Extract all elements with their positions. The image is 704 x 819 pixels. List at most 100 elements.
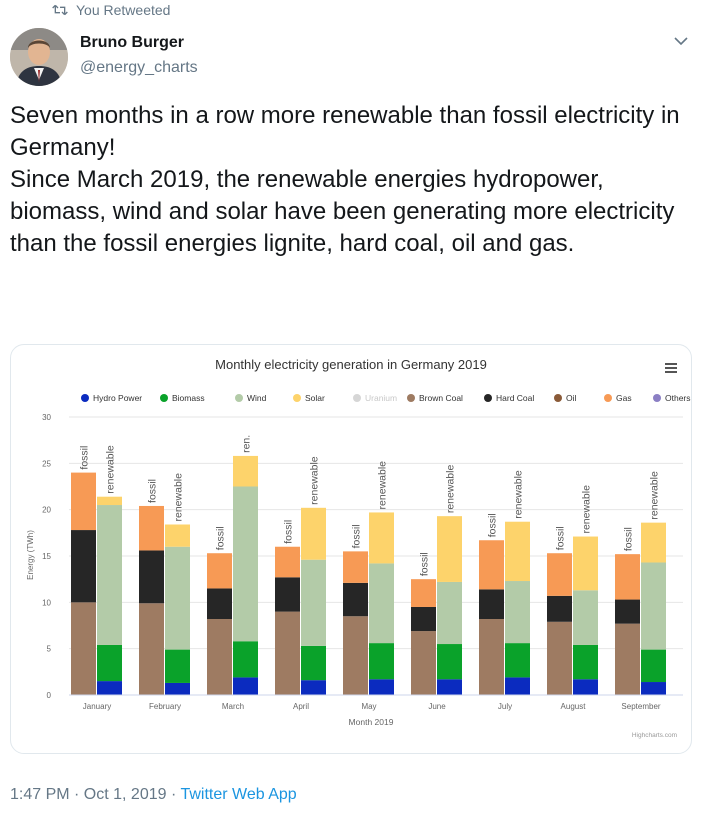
y-tick-label: 15	[42, 552, 51, 561]
bar-label-fossil-may: fossil	[351, 524, 363, 548]
bar-fossil-hardcoal-july	[479, 589, 504, 620]
legend-item-oil[interactable]: Oil	[554, 393, 577, 403]
bar-fossil-brown-august	[547, 621, 572, 695]
bar-fossil-gas-august	[547, 553, 572, 596]
bar-renewable-hydro-january	[97, 681, 122, 695]
y-tick-label: 0	[47, 691, 52, 700]
bar-renewable-wind-march	[233, 486, 258, 642]
bar-label-fossil-august: fossil	[555, 526, 567, 550]
tweet-line-2: Since March 2019, the renewable energies…	[10, 166, 675, 257]
retweet-icon	[52, 4, 68, 16]
tweet-timestamp[interactable]: 1:47 PM · Oct 1, 2019 ·	[10, 786, 181, 803]
bar-label-renewable-march: ren.	[241, 435, 253, 453]
menu-icon-line	[665, 367, 677, 369]
bar-fossil-brown-july	[479, 619, 504, 695]
bar-renewable-hydro-august	[573, 679, 598, 695]
bar-renewable-solar-august	[573, 536, 598, 591]
bar-renewable-solar-september	[641, 522, 666, 563]
bar-label-fossil-march: fossil	[215, 526, 227, 550]
legend-item-uranium[interactable]: Uranium	[353, 393, 397, 403]
bar-renewable-wind-february	[165, 546, 190, 650]
chevron-down-icon[interactable]	[672, 32, 690, 50]
bar-renewable-wind-august	[573, 590, 598, 645]
author-handle[interactable]: @energy_charts	[80, 59, 198, 76]
menu-icon-line	[665, 363, 677, 365]
legend-marker	[653, 394, 661, 402]
bar-renewable-hydro-june	[437, 679, 462, 695]
tweet-text: Seven months in a row more renewable tha…	[10, 100, 694, 260]
bar-label-fossil-july: fossil	[487, 513, 499, 537]
bar-renewable-biomass-january	[97, 644, 122, 682]
bar-renewable-solar-january	[97, 496, 122, 506]
x-tick-label: February	[149, 702, 181, 711]
bar-fossil-brown-april	[275, 611, 300, 695]
tweet-footer: 1:47 PM · Oct 1, 2019 · Twitter Web App	[10, 786, 297, 804]
bar-renewable-biomass-march	[233, 641, 258, 678]
bar-fossil-hardcoal-february	[139, 550, 164, 604]
bar-renewable-wind-july	[505, 581, 530, 644]
bar-renewable-hydro-march	[233, 677, 258, 695]
bar-renewable-solar-february	[165, 524, 190, 547]
bar-fossil-gas-june	[411, 579, 436, 607]
chart-card[interactable]: Monthly electricity generation in German…	[10, 344, 692, 754]
bar-renewable-solar-march	[233, 455, 258, 487]
legend-item-brown[interactable]: Brown Coal	[407, 393, 463, 403]
bar-label-fossil-february: fossil	[147, 479, 159, 503]
bar-label-fossil-april: fossil	[283, 520, 295, 544]
legend-item-solar[interactable]: Solar	[293, 393, 325, 403]
bar-fossil-hardcoal-january	[71, 530, 96, 603]
bar-fossil-brown-february	[139, 603, 164, 695]
bar-renewable-wind-may	[369, 563, 394, 644]
legend-marker	[353, 394, 361, 402]
legend-item-biomass[interactable]: Biomass	[160, 393, 205, 403]
chart-credit: Highcharts.com	[632, 732, 677, 739]
bar-renewable-biomass-august	[573, 644, 598, 680]
legend-item-hardcoal[interactable]: Hard Coal	[484, 393, 534, 403]
legend-item-gas[interactable]: Gas	[604, 393, 632, 403]
energy-chart: Monthly electricity generation in German…	[26, 357, 691, 739]
y-tick-label: 30	[42, 413, 51, 422]
bar-fossil-gas-april	[275, 546, 300, 578]
bar-renewable-hydro-february	[165, 682, 190, 695]
legend-item-others[interactable]: Others	[653, 393, 691, 403]
bar-renewable-wind-june	[437, 581, 462, 645]
bar-renewable-hydro-september	[641, 682, 666, 695]
bar-renewable-biomass-september	[641, 649, 666, 683]
bar-label-renewable-september: renewable	[649, 471, 661, 520]
author-name[interactable]: Bruno Burger	[80, 34, 184, 51]
bar-fossil-gas-july	[479, 540, 504, 590]
legend-label: Uranium	[365, 393, 397, 403]
bar-fossil-hardcoal-april	[275, 577, 300, 612]
x-tick-label: July	[498, 702, 512, 711]
legend-label: Gas	[616, 393, 632, 403]
bar-renewable-biomass-april	[301, 645, 326, 681]
bar-renewable-biomass-february	[165, 649, 190, 683]
bar-renewable-biomass-may	[369, 643, 394, 680]
bar-fossil-gas-september	[615, 554, 640, 600]
bar-label-renewable-april: renewable	[309, 456, 321, 505]
bar-fossil-hardcoal-september	[615, 599, 640, 624]
retweet-label: You Retweeted	[76, 2, 171, 18]
menu-icon[interactable]	[665, 363, 677, 373]
y-axis-label: Energy (TWh)	[26, 530, 35, 580]
legend-item-hydro[interactable]: Hydro Power	[81, 393, 142, 403]
x-tick-label: May	[361, 702, 376, 711]
y-tick-label: 10	[42, 598, 51, 607]
legend-label: Oil	[566, 393, 577, 403]
legend-marker	[554, 394, 562, 402]
source-app-link[interactable]: Twitter Web App	[180, 786, 297, 803]
x-axis-label: Month 2019	[349, 717, 394, 727]
bar-renewable-wind-september	[641, 562, 666, 650]
bar-label-renewable-july: renewable	[513, 470, 525, 519]
bar-fossil-brown-may	[343, 616, 368, 695]
bar-label-renewable-june: renewable	[445, 465, 457, 514]
legend-marker	[484, 394, 492, 402]
avatar-photo	[10, 28, 68, 86]
legend-item-wind[interactable]: Wind	[235, 393, 267, 403]
bar-renewable-solar-june	[437, 516, 462, 582]
avatar[interactable]	[10, 28, 68, 86]
bar-fossil-hardcoal-june	[411, 606, 436, 632]
bar-label-fossil-september: fossil	[623, 527, 635, 551]
tweet-line-1: Seven months in a row more renewable tha…	[10, 102, 680, 161]
legend-label: Wind	[247, 393, 267, 403]
